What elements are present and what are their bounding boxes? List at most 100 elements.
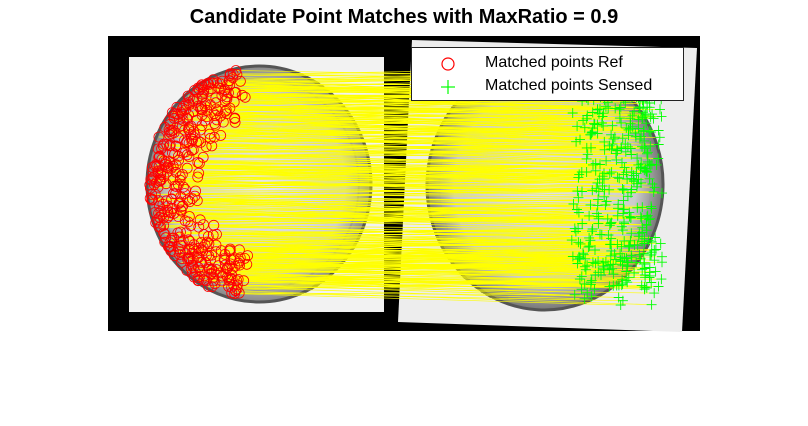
sensed-point-marker: [619, 253, 630, 264]
ref-point-marker: [180, 227, 192, 239]
sensed-point-marker: [622, 141, 633, 152]
ref-point-marker: [196, 91, 208, 103]
match-line: [200, 129, 610, 147]
ref-point-marker: [147, 172, 159, 184]
ref-point-marker: [229, 117, 241, 128]
sensed-point-marker: [592, 128, 603, 139]
ref-point-marker: [177, 181, 189, 193]
ref-point-marker: [181, 135, 193, 147]
sensed-point-marker: [642, 210, 653, 221]
sensed-point-marker: [604, 168, 615, 179]
sensed-point-marker: [644, 272, 655, 283]
ref-point-marker: [196, 104, 208, 116]
ref-point-marker: [174, 246, 186, 257]
ref-point-marker: [183, 92, 195, 104]
sensed-point-marker: [610, 148, 621, 159]
ref-point-marker: [194, 124, 206, 136]
match-line: [187, 115, 588, 120]
ref-point-marker: [192, 100, 204, 112]
sensed-point-marker: [604, 220, 615, 231]
sensed-point-marker: [570, 226, 581, 237]
match-line: [155, 215, 648, 224]
sensed-point-marker: [624, 240, 635, 251]
sensed-point-marker: [585, 199, 596, 210]
ref-point-marker: [163, 115, 175, 126]
sensed-point-marker: [588, 159, 598, 170]
sensed-point-marker: [571, 136, 582, 147]
match-line: [153, 177, 642, 184]
match-line: [179, 249, 656, 252]
match-line: [182, 100, 583, 109]
sensed-point-marker: [584, 241, 595, 252]
ref-point-marker: [152, 143, 164, 155]
green-plus-icon: [441, 80, 455, 94]
ref-point-marker: [150, 217, 162, 229]
match-line: [247, 254, 640, 256]
sensed-point-marker: [644, 173, 655, 184]
sensed-point-marker: [580, 264, 591, 275]
match-line: [201, 234, 609, 243]
sensed-point-marker: [608, 269, 619, 279]
sensed-point-marker: [611, 154, 622, 165]
sensed-point-marker: [614, 113, 625, 124]
sensed-point-marker: [637, 236, 647, 247]
ref-markers: [144, 65, 254, 300]
ref-point-marker: [159, 236, 171, 248]
sensed-point-marker: [592, 104, 603, 115]
ref-point-marker: [164, 118, 176, 130]
match-line: [178, 216, 622, 228]
sensed-point-marker: [619, 162, 630, 173]
ref-point-marker: [153, 131, 165, 143]
sensed-point-marker: [596, 118, 607, 128]
sensed-point-marker: [650, 244, 661, 255]
sensed-point-marker: [635, 133, 645, 144]
ref-point-marker: [231, 69, 243, 80]
ref-point-marker: [182, 253, 194, 265]
ref-point-marker: [195, 136, 207, 148]
sensed-point-marker: [584, 210, 595, 221]
match-line: [169, 145, 646, 149]
ref-point-marker: [158, 212, 169, 224]
match-line: [208, 243, 615, 255]
sensed-point-marker: [590, 245, 600, 255]
sensed-point-marker: [641, 282, 652, 293]
ref-point-marker: [197, 151, 209, 163]
ref-point-marker: [223, 274, 235, 286]
match-line: [172, 152, 594, 166]
ref-point-marker: [180, 137, 192, 149]
ref-point-marker: [207, 229, 219, 241]
ref-point-marker: [179, 188, 191, 199]
match-line: [208, 255, 623, 266]
ref-point-marker: [154, 175, 166, 187]
match-line: [243, 280, 595, 290]
ref-point-marker: [172, 108, 184, 120]
sensed-point-marker: [631, 168, 642, 179]
match-line: [158, 146, 628, 150]
ref-point-marker: [238, 275, 250, 287]
ref-point-marker: [179, 124, 191, 136]
match-line: [178, 151, 626, 157]
match-line: [203, 148, 631, 158]
sensed-point-marker: [614, 104, 625, 115]
sensed-point-marker: [653, 281, 664, 292]
sensed-point-marker: [615, 102, 626, 113]
sensed-point-marker: [632, 153, 643, 164]
sensed-point-marker: [625, 123, 636, 134]
sensed-point-marker: [608, 133, 619, 144]
sensed-point-marker: [615, 300, 626, 310]
match-line: [206, 99, 643, 111]
sensed-point-marker: [610, 254, 621, 265]
ref-point-marker: [200, 141, 212, 153]
sensed-point-marker: [576, 271, 587, 282]
ref-point-marker: [207, 77, 219, 89]
match-line: [168, 123, 595, 131]
ref-point-marker: [196, 120, 208, 131]
ref-point-marker: [239, 91, 251, 103]
sensed-point-marker: [637, 111, 648, 122]
match-line: [231, 292, 575, 296]
sensed-point-marker: [601, 155, 612, 166]
ref-point-marker: [201, 236, 213, 248]
sensed-point-marker: [657, 188, 667, 199]
sensed-markers: [566, 62, 667, 310]
